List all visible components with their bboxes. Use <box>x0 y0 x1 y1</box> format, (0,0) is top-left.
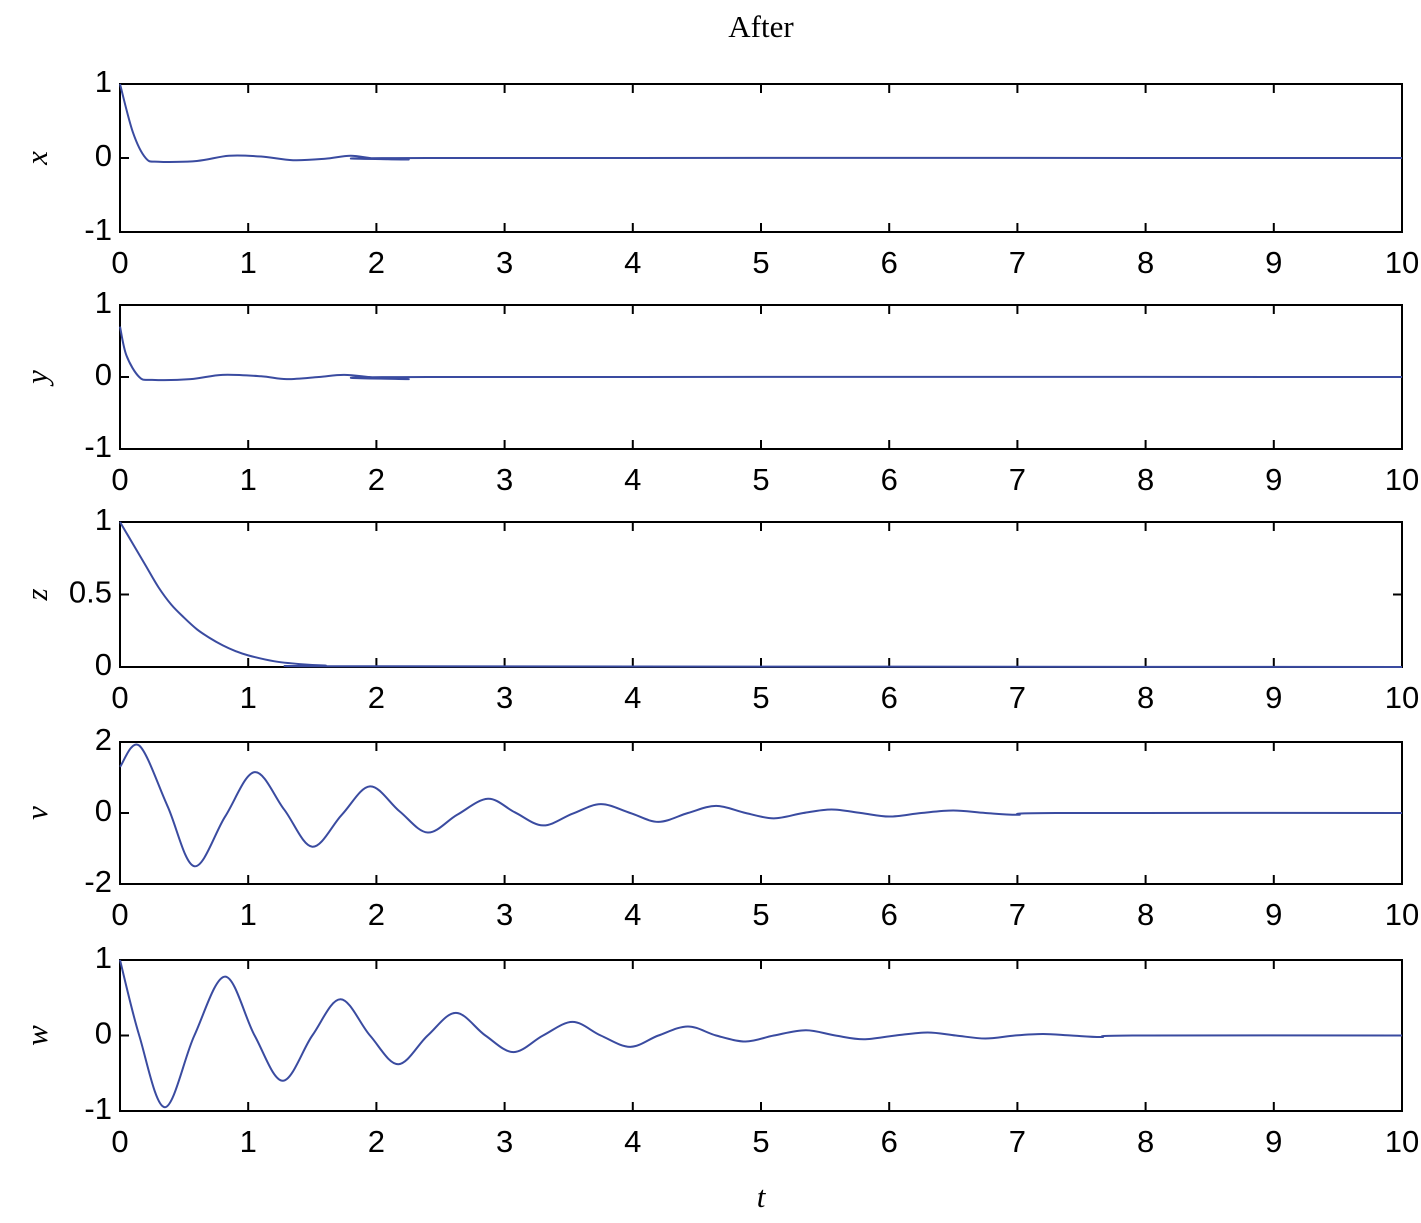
x-tick-label: 1 <box>240 462 257 497</box>
y-tick-label: -2 <box>84 864 112 899</box>
data-line <box>119 83 1403 163</box>
x-tick-label: 7 <box>1009 897 1026 932</box>
y-tick-label: -1 <box>84 429 112 464</box>
y-tick-label: 1 <box>95 502 112 537</box>
x-tick-label: 10 <box>1385 680 1419 715</box>
x-tick-label: 10 <box>1385 462 1419 497</box>
y-tick-label: 0 <box>95 357 112 392</box>
x-tick-label: 4 <box>624 245 641 280</box>
data-line <box>119 959 1403 1109</box>
x-tick-label: 5 <box>752 680 769 715</box>
x-tick-label: 7 <box>1009 1124 1026 1159</box>
x-tick-label: 9 <box>1265 897 1282 932</box>
x-tick-label: 2 <box>368 1124 385 1159</box>
x-tick-label: 9 <box>1265 245 1282 280</box>
x-tick-label: 6 <box>881 245 898 280</box>
data-line <box>119 521 1403 668</box>
y-tick-label: 0.5 <box>69 575 112 610</box>
x-tick-label: 8 <box>1137 1124 1154 1159</box>
x-tick-label: 10 <box>1385 1124 1419 1159</box>
x-tick-label: 0 <box>111 462 128 497</box>
chart-title: After <box>728 9 794 44</box>
x-tick-label: 6 <box>881 680 898 715</box>
x-tick-label: 8 <box>1137 680 1154 715</box>
y-tick-label: 0 <box>95 793 112 828</box>
data-line <box>119 743 1403 868</box>
data-line <box>119 326 1403 382</box>
x-tick-label: 5 <box>752 462 769 497</box>
x-tick-label: 0 <box>111 1124 128 1159</box>
x-tick-label: 3 <box>496 1124 513 1159</box>
x-tick-label: 8 <box>1137 462 1154 497</box>
x-tick-label: 1 <box>240 897 257 932</box>
y-tick-label: 0 <box>95 1016 112 1051</box>
y-tick-label: 1 <box>95 285 112 320</box>
x-tick-label: 4 <box>624 680 641 715</box>
x-tick-label: 3 <box>496 897 513 932</box>
x-tick-label: 7 <box>1009 680 1026 715</box>
x-tick-label: 7 <box>1009 462 1026 497</box>
y-tick-label: 1 <box>95 940 112 975</box>
x-tick-label: 0 <box>111 897 128 932</box>
x-tick-label: 5 <box>752 245 769 280</box>
x-tick-label: 4 <box>624 462 641 497</box>
x-tick-label: 6 <box>881 462 898 497</box>
x-tick-label: 2 <box>368 897 385 932</box>
y-axis-label: x <box>19 151 54 166</box>
x-tick-label: 1 <box>240 1124 257 1159</box>
x-tick-label: 6 <box>881 1124 898 1159</box>
y-tick-label: -1 <box>84 1091 112 1126</box>
x-tick-label: 2 <box>368 680 385 715</box>
x-tick-label: 5 <box>752 897 769 932</box>
x-tick-label: 9 <box>1265 462 1282 497</box>
x-tick-label: 6 <box>881 897 898 932</box>
x-tick-label: 7 <box>1009 245 1026 280</box>
x-tick-label: 3 <box>496 245 513 280</box>
x-tick-label: 8 <box>1137 245 1154 280</box>
x-tick-label: 9 <box>1265 680 1282 715</box>
x-tick-label: 0 <box>111 680 128 715</box>
x-tick-label: 1 <box>240 680 257 715</box>
x-tick-label: 3 <box>496 680 513 715</box>
x-tick-label: 10 <box>1385 245 1419 280</box>
plot-frame <box>119 521 1403 668</box>
y-axis-label: z <box>19 588 54 601</box>
x-tick-label: 5 <box>752 1124 769 1159</box>
y-tick-label: 2 <box>95 722 112 757</box>
x-tick-label: 9 <box>1265 1124 1282 1159</box>
y-tick-label: 0 <box>95 138 112 173</box>
x-tick-label: 10 <box>1385 897 1419 932</box>
y-axis-label: w <box>19 1025 54 1046</box>
y-tick-label: -1 <box>84 212 112 247</box>
x-tick-label: 2 <box>368 245 385 280</box>
x-axis-label: t <box>757 1179 767 1214</box>
x-tick-label: 2 <box>368 462 385 497</box>
x-tick-label: 4 <box>624 1124 641 1159</box>
x-tick-label: 4 <box>624 897 641 932</box>
y-axis-label: y <box>19 370 54 387</box>
y-axis-label: v <box>19 806 54 820</box>
x-tick-label: 8 <box>1137 897 1154 932</box>
y-tick-label: 1 <box>95 64 112 99</box>
y-tick-label: 0 <box>95 647 112 682</box>
x-tick-label: 3 <box>496 462 513 497</box>
x-tick-label: 1 <box>240 245 257 280</box>
x-tick-label: 0 <box>111 245 128 280</box>
